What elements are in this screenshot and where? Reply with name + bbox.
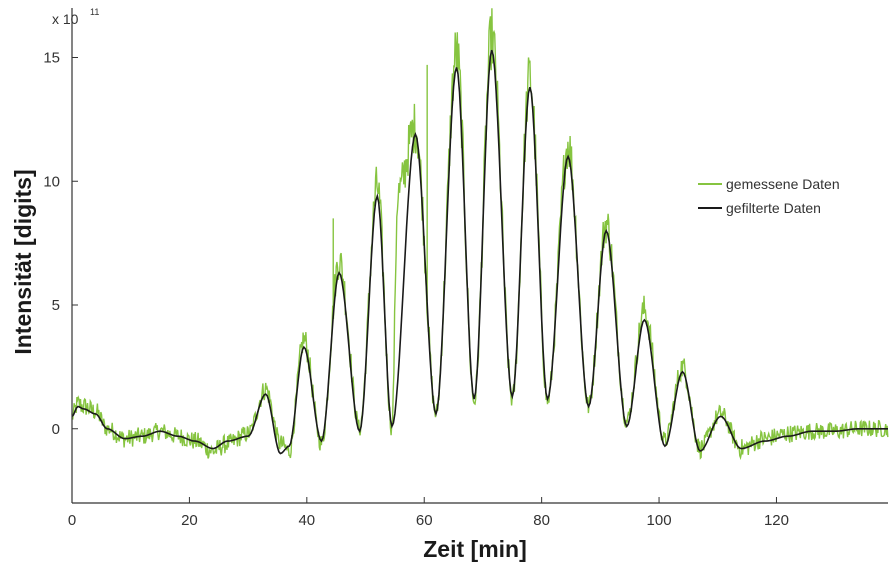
measured-data-line	[71, 8, 889, 461]
y-tick-label: 0	[52, 421, 60, 438]
x-tick-label: 120	[764, 512, 789, 529]
y-tick-label: 15	[43, 50, 60, 67]
x-tick-label: 80	[533, 512, 550, 529]
legend-label-filtered: gefilterte Daten	[726, 200, 821, 216]
y-scale-exponent: 11	[90, 7, 99, 17]
filtered-data-line	[71, 49, 888, 455]
x-tick-label: 60	[416, 512, 433, 529]
measured-data-layer	[71, 8, 889, 461]
y-axis-title: Intensität [digits]	[10, 169, 36, 354]
legend-label-measured: gemessene Daten	[726, 176, 840, 192]
filtered-data-layer	[71, 49, 888, 455]
legend: gemessene Daten gefilterte Daten	[698, 176, 840, 216]
x-tick-label: 20	[181, 512, 198, 529]
axes-layer	[71, 8, 888, 504]
y-scale-prefix: x 10	[52, 11, 79, 27]
y-tick-label: 10	[43, 173, 60, 190]
y-tick-label: 5	[52, 297, 60, 314]
x-tick-label: 100	[647, 512, 672, 529]
x-axis-title: Zeit [min]	[423, 536, 527, 562]
x-tick-label: 0	[68, 512, 76, 529]
ticks-layer: 0 20 40 60 80 100 120 0 5 10 15	[43, 50, 789, 530]
x-tick-label: 40	[298, 512, 315, 529]
